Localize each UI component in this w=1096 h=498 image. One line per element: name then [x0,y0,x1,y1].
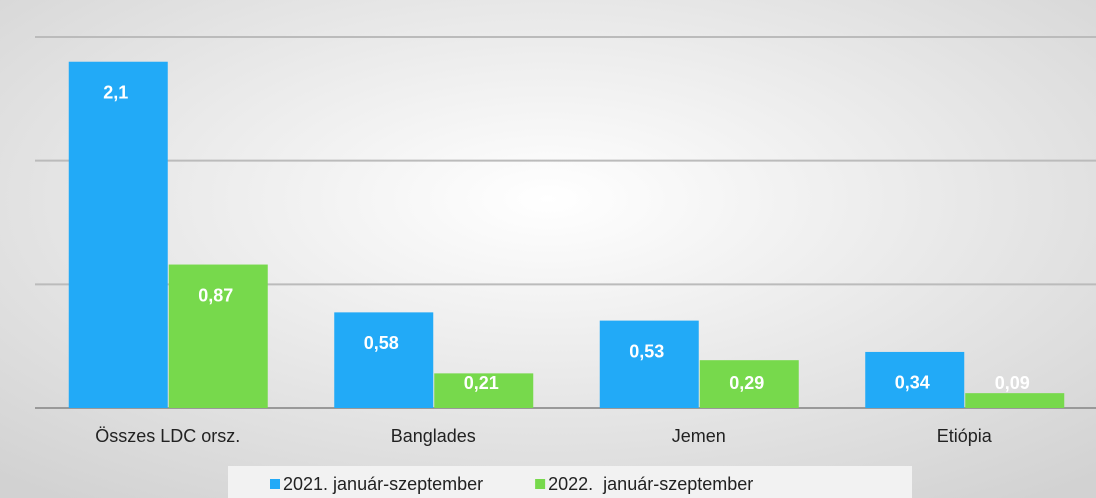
legend-box [228,466,912,498]
data-label: 0,34 [895,373,930,393]
data-label: 0,29 [729,373,764,393]
x-tick-label: Jemen [672,426,726,446]
x-tick-label: Banglades [391,426,476,446]
bar [334,312,434,408]
bar [434,373,534,408]
data-label: 0,58 [364,333,399,353]
bar [599,320,699,408]
legend-swatch [270,479,280,489]
data-label: 0,09 [995,373,1030,393]
data-label: 0,87 [198,285,233,305]
x-tick-label: Összes LDC orsz. [95,426,240,446]
legend-label: 2022. január-szeptember [548,474,753,494]
bar [168,264,268,408]
legend-swatch [535,479,546,489]
legend-label: 2021. január-szeptember [283,474,483,494]
bar [865,351,965,408]
data-label: 0,53 [629,341,664,361]
data-label: 0,21 [464,373,499,393]
data-label: 2,1 [103,82,128,102]
bar [965,393,1065,408]
bar [68,61,168,408]
bar [699,360,799,408]
x-tick-label: Etiópia [937,426,993,446]
